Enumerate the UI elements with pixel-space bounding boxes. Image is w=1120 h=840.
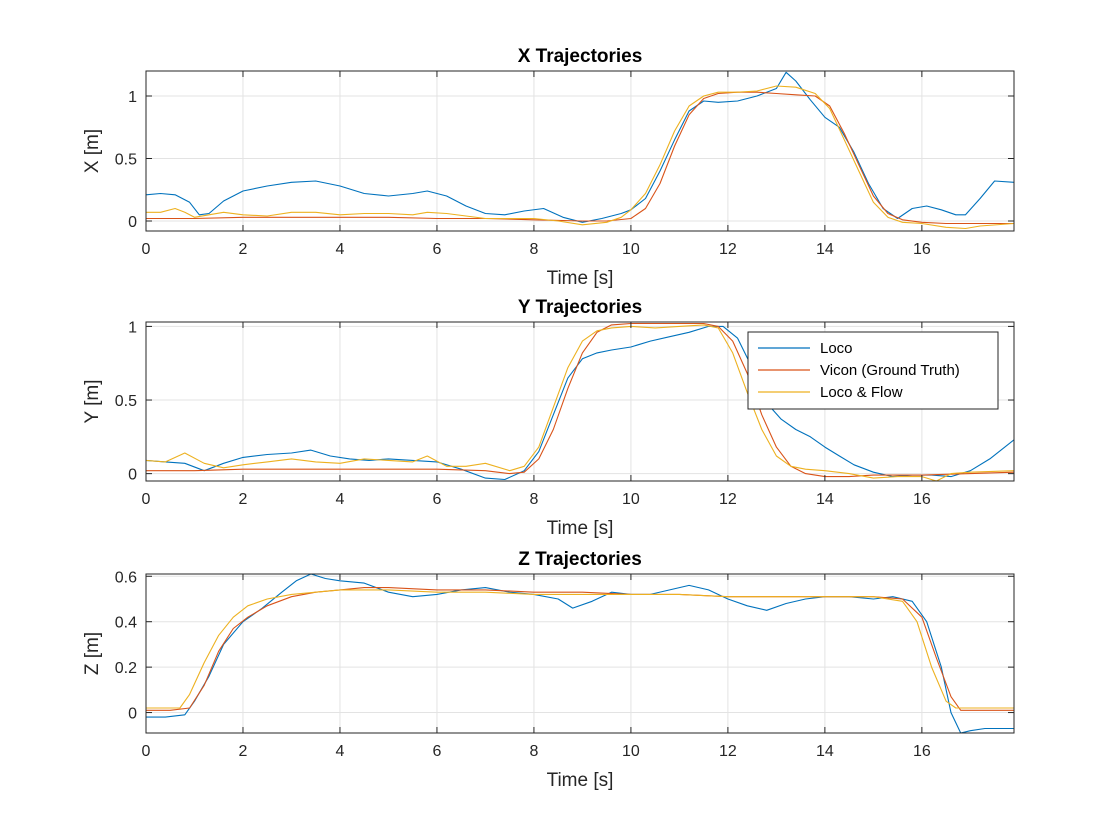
y-axis-label: Z [m] [82, 632, 103, 675]
x-tick-label: 16 [913, 241, 931, 258]
series-line-loco-flow [146, 589, 1014, 709]
x-tick-label: 4 [336, 241, 345, 258]
chart-title: Z Trajectories [518, 549, 642, 570]
subplot-2: 0 2 4 6 8 10 12 14 16 0 0.5 1 Y Trajectories Time [s]… [82, 297, 1015, 539]
x-axis-label: Time [s] [547, 268, 614, 289]
x-tick-label: 14 [816, 241, 834, 258]
y-axis-label: X [m] [82, 129, 103, 173]
plot-area [146, 71, 1014, 231]
x-tick-label: 4 [336, 743, 345, 760]
x-tick-label: 2 [239, 743, 248, 760]
legend-entry-label: Loco [820, 340, 853, 357]
x-tick-label: 8 [529, 743, 538, 760]
axes-box [145, 70, 1015, 232]
x-tick-label: 6 [432, 743, 441, 760]
subplot-1: 0 2 4 6 8 10 12 14 16 0 0.5 1 X Trajectories Time [s]… [82, 46, 1015, 289]
y-tick-label: 0.6 [115, 569, 137, 586]
x-tick-label: 10 [622, 241, 640, 258]
legend-entry-label: Loco & Flow [820, 384, 903, 401]
y-tick-label: 0 [128, 467, 137, 484]
y-tick-label: 0.5 [115, 393, 137, 410]
x-tick-label: 10 [622, 743, 640, 760]
y-tick-label: 0.5 [115, 152, 137, 169]
series-line-loco-flow [146, 85, 1014, 230]
axes-box [145, 321, 1015, 482]
x-tick-label: 6 [432, 241, 441, 258]
y-tick-label: 0 [128, 214, 137, 231]
series-line-loco [146, 325, 1014, 481]
x-tick-label: 14 [816, 743, 834, 760]
y-tick-label: 0.2 [115, 660, 137, 677]
chart-title: X Trajectories [518, 46, 643, 67]
series-line-vicon-ground-truth [146, 587, 1014, 711]
legend-entry-label: Vicon (Ground Truth) [820, 362, 960, 379]
x-tick-label: 2 [239, 241, 248, 258]
chart-title: Y Trajectories [518, 297, 642, 318]
x-tick-label: 12 [719, 491, 737, 508]
x-tick-label: 16 [913, 491, 931, 508]
y-tick-label: 1 [128, 89, 137, 106]
x-tick-label: 8 [529, 491, 538, 508]
x-tick-label: 0 [142, 241, 151, 258]
y-tick-label: 1 [128, 319, 137, 336]
x-axis-label: Time [s] [547, 770, 614, 791]
series-line-loco-flow [146, 324, 1014, 481]
x-tick-label: 6 [432, 491, 441, 508]
x-tick-label: 0 [142, 491, 151, 508]
x-tick-label: 14 [816, 491, 834, 508]
legend: Loco Vicon (Ground Truth) Loco & Flow [747, 331, 999, 410]
x-axis-label: Time [s] [547, 518, 614, 539]
x-tick-label: 2 [239, 491, 248, 508]
x-tick-label: 4 [336, 491, 345, 508]
x-tick-label: 12 [719, 241, 737, 258]
x-tick-label: 10 [622, 491, 640, 508]
y-axis-label: Y [m] [82, 380, 103, 424]
x-tick-label: 0 [142, 743, 151, 760]
x-tick-label: 16 [913, 743, 931, 760]
series-line-vicon-ground-truth [146, 91, 1014, 225]
plot-area [146, 574, 1014, 733]
y-tick-label: 0 [128, 706, 137, 723]
series-line-loco [146, 574, 1014, 733]
x-tick-label: 8 [529, 241, 538, 258]
axes-box [145, 573, 1015, 734]
subplot-3: 0 2 4 6 8 10 12 14 16 0 0.2 0.4 0.6 Z Trajectories Tim… [82, 549, 1015, 791]
x-tick-label: 12 [719, 743, 737, 760]
y-tick-label: 0.4 [115, 615, 137, 632]
